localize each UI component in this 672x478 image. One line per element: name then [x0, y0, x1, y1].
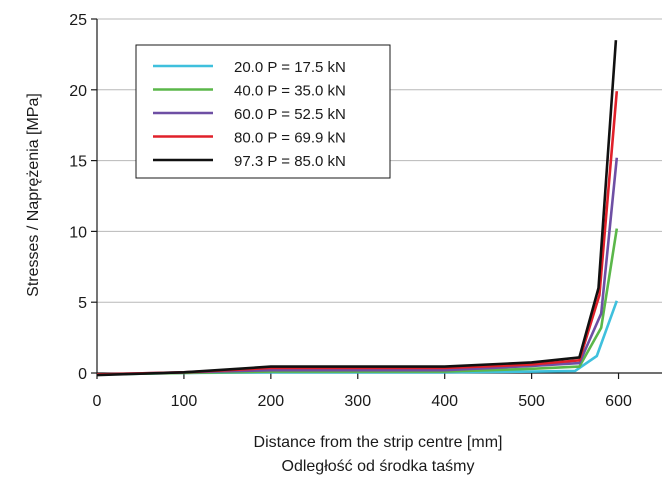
x-tick-label: 500: [518, 393, 545, 410]
x-tick-label: 400: [431, 393, 458, 410]
legend-label-4: 80.0 P = 69.9 kN: [234, 130, 346, 147]
series-line-5: [96, 40, 618, 377]
x-axis-label: Distance from the strip centre [mm]: [254, 434, 503, 451]
x-tick-label: 300: [344, 393, 371, 410]
series-lines: [96, 40, 619, 377]
series-line-3: [96, 157, 619, 376]
x-tick-label: 200: [257, 393, 284, 410]
x-tick-label: 0: [93, 393, 102, 410]
y-axis-label: Stresses / Naprężenia [MPa]: [25, 93, 42, 297]
y-tick-label: 10: [69, 224, 87, 241]
legend-label-1: 20.0 P = 17.5 kN: [234, 59, 346, 76]
x-tick-label: 100: [171, 393, 198, 410]
x-axis-label-secondary: Odległość od środka taśmy: [282, 458, 475, 475]
legend-label-5: 97.3 P = 85.0 kN: [234, 153, 346, 170]
legend-label-3: 60.0 P = 52.5 kN: [234, 106, 346, 123]
y-tick-label: 5: [78, 295, 87, 312]
x-tick-label: 600: [605, 393, 632, 410]
legend-label-2: 40.0 P = 35.0 kN: [234, 83, 346, 100]
legend: 20.0 P = 17.5 kN 40.0 P = 35.0 kN 60.0 P =…: [135, 44, 391, 179]
series-line-2: [96, 228, 619, 376]
y-tick-label: 0: [78, 366, 87, 383]
y-tick-label: 25: [69, 12, 87, 29]
tick-labels: 0 5 10 15 20 25 0 100 200 300 400 500 600: [69, 12, 632, 410]
y-tick-label: 20: [69, 83, 87, 100]
y-tick-label: 15: [69, 154, 87, 171]
